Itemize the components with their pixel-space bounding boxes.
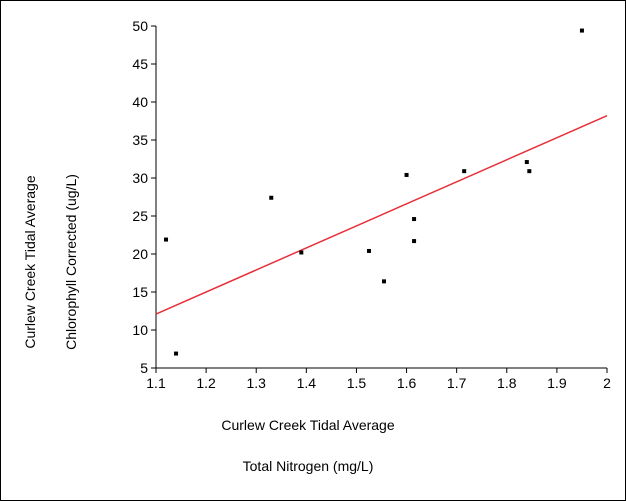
data-point: [164, 237, 169, 242]
y-tick-label: 15: [132, 284, 148, 300]
y-tick-label: 30: [132, 170, 148, 186]
y-tick-label: 25: [132, 208, 148, 224]
y-axis-title-line-2: Chlorophyll Corrected (ug/L): [63, 174, 79, 350]
y-tick-label: 5: [140, 360, 148, 376]
regression-line: [155, 114, 608, 315]
y-axis-title-line-1: Curlew Creek Tidal Average: [22, 175, 38, 348]
data-point: [174, 351, 179, 356]
data-point: [524, 160, 529, 165]
x-tick-label: 1.9: [547, 375, 567, 391]
y-tick-label: 10: [132, 322, 148, 338]
x-tick-label: 1.8: [497, 375, 517, 391]
data-point: [462, 169, 467, 174]
x-axis-title-line-1: Curlew Creek Tidal Average: [221, 417, 394, 433]
data-point: [366, 248, 371, 253]
y-tick-label: 45: [132, 56, 148, 72]
data-point: [269, 195, 274, 200]
data-point: [412, 239, 417, 244]
x-tick-label: 1.7: [447, 375, 467, 391]
y-tick-label: 50: [132, 18, 148, 34]
y-tick-label: 20: [132, 246, 148, 262]
data-point: [579, 28, 584, 33]
x-tick-label: 1.5: [347, 375, 367, 391]
data-point: [412, 217, 417, 222]
y-tick-label: 40: [132, 94, 148, 110]
x-tick-label: 1.4: [297, 375, 317, 391]
x-axis-title-line-2: Total Nitrogen (mg/L): [243, 458, 374, 474]
data-point: [527, 169, 532, 174]
x-tick-label: 2: [603, 375, 611, 391]
x-tick-label: 1.1: [146, 375, 166, 391]
data-point: [404, 172, 409, 177]
x-tick-label: 1.3: [246, 375, 266, 391]
data-point: [382, 279, 387, 284]
y-tick-label: 35: [132, 132, 148, 148]
x-tick-label: 1.6: [397, 375, 417, 391]
x-tick-label: 1.2: [196, 375, 216, 391]
data-point: [299, 250, 304, 255]
